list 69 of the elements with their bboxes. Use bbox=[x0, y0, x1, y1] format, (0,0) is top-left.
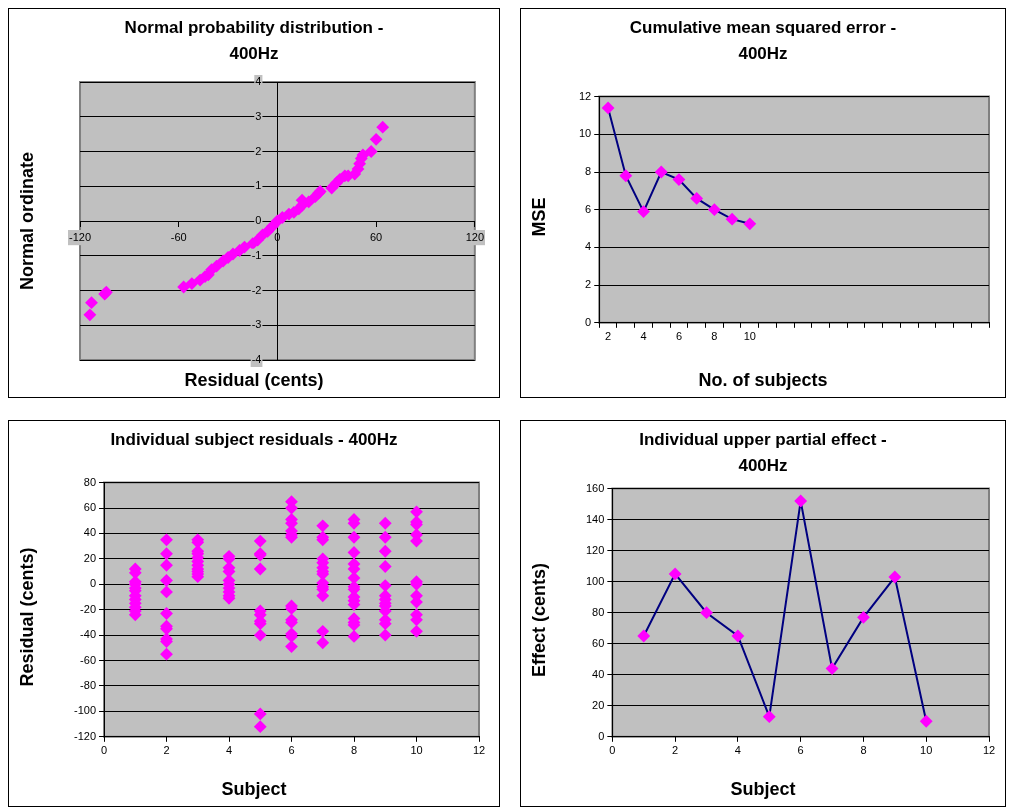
x-tick-label: 12 bbox=[472, 744, 486, 757]
y-tick-label: -3 bbox=[251, 318, 262, 331]
chart-title: Individual subject residuals - 400Hz bbox=[109, 429, 399, 451]
y-tick-label: 160 bbox=[585, 481, 605, 494]
x-tick-label: 10 bbox=[743, 330, 756, 343]
y-tick-label: 40 bbox=[83, 526, 97, 539]
x-tick-label: 4 bbox=[640, 330, 647, 343]
y-tick-label: 8 bbox=[585, 165, 592, 178]
y-axis-title: Normal ordinate bbox=[17, 151, 38, 291]
y-axis-title: Residual (cents) bbox=[17, 547, 38, 687]
y-tick-label: 2 bbox=[585, 278, 592, 291]
x-tick-label: 6 bbox=[675, 330, 683, 343]
chart-title: Cumulative mean squared error - 400Hz bbox=[628, 17, 898, 65]
y-tick-label: -60 bbox=[80, 653, 97, 666]
y-tick-label: 80 bbox=[592, 605, 605, 618]
y-tick-label: 10 bbox=[578, 127, 592, 140]
y-tick-label: 1 bbox=[255, 179, 262, 192]
x-tick-label: 12 bbox=[982, 744, 996, 757]
y-tick-label: -100 bbox=[73, 704, 97, 717]
y-tick-label: 20 bbox=[83, 551, 97, 564]
x-tick-label: 6 bbox=[288, 744, 295, 757]
y-tick-label: -120 bbox=[73, 729, 97, 742]
x-tick-label: 2 bbox=[163, 744, 170, 757]
y-tick-label: 40 bbox=[592, 667, 605, 680]
x-axis-title: Residual (cents) bbox=[183, 370, 325, 391]
x-axis-title: Subject bbox=[220, 779, 288, 800]
y-tick-label: 0 bbox=[598, 729, 605, 742]
y-tick-label: 0 bbox=[585, 315, 592, 328]
y-tick-label: 6 bbox=[585, 202, 592, 215]
y-tick-label: -20 bbox=[80, 602, 97, 615]
x-tick-label: -60 bbox=[170, 230, 187, 243]
y-tick-label: 100 bbox=[585, 574, 605, 587]
y-tick-label: -4 bbox=[251, 353, 262, 366]
y-tick-label: -40 bbox=[80, 628, 97, 641]
y-tick-label: 20 bbox=[592, 698, 605, 711]
x-tick-label: 10 bbox=[920, 744, 933, 757]
x-tick-label: 8 bbox=[711, 330, 718, 343]
x-axis-title: No. of subjects bbox=[697, 370, 829, 391]
y-tick-label: 4 bbox=[585, 240, 592, 253]
x-tick-label: 2 bbox=[672, 744, 679, 757]
chart-title: Normal probability distribution - 400Hz bbox=[123, 17, 385, 65]
y-tick-label: 4 bbox=[255, 75, 262, 88]
x-tick-label: 10 bbox=[410, 744, 423, 757]
x-tick-label: 6 bbox=[797, 744, 804, 757]
x-tick-label: 0 bbox=[100, 744, 108, 757]
y-tick-label: 0 bbox=[89, 577, 97, 590]
y-tick-label: 60 bbox=[592, 636, 605, 649]
y-axis-title: MSE bbox=[529, 197, 550, 237]
y-tick-label: 2 bbox=[255, 144, 262, 157]
y-tick-label: 140 bbox=[585, 512, 605, 525]
x-tick-label: 8 bbox=[350, 744, 358, 757]
y-tick-label: -1 bbox=[251, 248, 262, 261]
x-tick-label: 8 bbox=[860, 744, 867, 757]
y-tick-label: 120 bbox=[585, 543, 605, 556]
y-tick-label: -2 bbox=[251, 283, 262, 296]
x-axis-title: Subject bbox=[729, 779, 797, 800]
y-axis-title: Effect (cents) bbox=[529, 562, 550, 678]
chart-title: Individual upper partial effect - 400Hz bbox=[638, 429, 888, 477]
x-tick-label: 60 bbox=[369, 230, 383, 243]
y-tick-label: 12 bbox=[578, 89, 592, 102]
y-tick-label: 0 bbox=[255, 214, 262, 227]
y-tick-label: 80 bbox=[83, 475, 97, 488]
x-tick-label: 0 bbox=[609, 744, 616, 757]
y-tick-label: 3 bbox=[255, 109, 262, 122]
x-tick-label: 4 bbox=[734, 744, 741, 757]
x-tick-label: 4 bbox=[225, 744, 233, 757]
x-tick-label: 120 bbox=[465, 230, 484, 243]
y-tick-label: 60 bbox=[83, 501, 97, 514]
y-tick-label: -80 bbox=[80, 678, 97, 691]
